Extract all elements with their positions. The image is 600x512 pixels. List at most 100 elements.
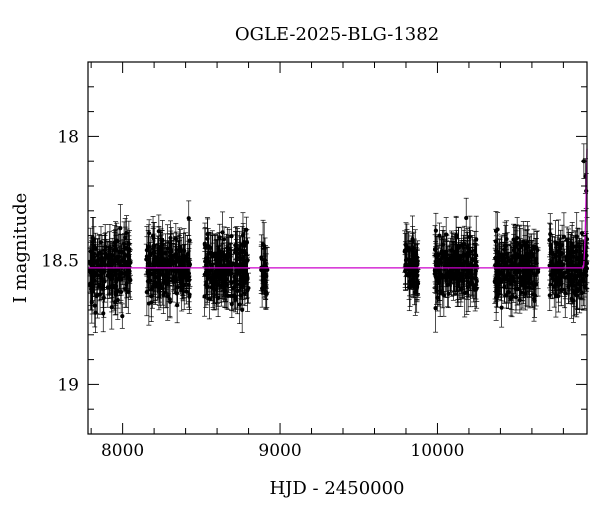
y-tick-label: 18.5: [41, 251, 79, 271]
data-point: [402, 244, 408, 285]
data-point: [547, 213, 553, 255]
data-point: [209, 263, 215, 301]
data-point: [113, 221, 119, 264]
data-point: [259, 269, 265, 308]
data-point: [511, 233, 517, 267]
model-curve: [88, 148, 588, 269]
x-tick-label: 10000: [410, 441, 464, 461]
data-point: [558, 262, 564, 306]
x-tick-label: 8000: [101, 441, 144, 461]
data-point: [111, 263, 117, 311]
data-point: [455, 244, 461, 281]
data-point: [172, 246, 178, 280]
data-point: [106, 231, 112, 267]
data-point: [155, 247, 161, 279]
data-point: [96, 234, 102, 272]
data-point: [87, 250, 93, 294]
data-point: [208, 233, 214, 272]
x-tick-label: 9000: [258, 441, 301, 461]
data-point: [152, 246, 158, 274]
data-point: [262, 253, 268, 297]
data-point: [159, 230, 165, 277]
data-point: [555, 259, 561, 303]
data-point: [518, 228, 524, 266]
data-point: [568, 239, 574, 273]
data-point: [165, 224, 171, 273]
data-point: [565, 263, 571, 292]
data-point: [245, 254, 251, 304]
data-point: [569, 245, 575, 288]
data-point: [93, 241, 99, 283]
data-point: [452, 244, 458, 280]
data-point: [232, 231, 238, 275]
data-point: [526, 259, 532, 289]
data-point: [495, 247, 501, 279]
data-point: [534, 230, 540, 270]
data-point: [513, 280, 519, 314]
chart-title: OGLE-2025-BLG-1382: [235, 24, 439, 45]
data-point: [234, 243, 240, 271]
data-point: [148, 283, 154, 322]
model-layer: [88, 148, 588, 269]
y-tick-label: 19: [57, 375, 79, 395]
data-point: [176, 233, 182, 283]
data-point: [499, 287, 505, 328]
data-point: [92, 292, 98, 334]
data-point: [525, 240, 531, 272]
data-point: [551, 266, 557, 308]
data-point: [216, 245, 222, 278]
data-point: [204, 254, 210, 303]
data-point: [510, 255, 516, 298]
data-point: [230, 264, 236, 312]
data-point: [144, 226, 150, 275]
data-point: [168, 243, 174, 276]
data-point: [436, 258, 442, 307]
data-point: [550, 257, 556, 283]
data-point: [433, 260, 439, 294]
data-point: [224, 253, 230, 295]
data-point: [116, 249, 122, 277]
data-point: [473, 230, 479, 280]
data-point: [222, 253, 228, 298]
data-point: [403, 243, 409, 277]
y-axis-label: I magnitude: [10, 193, 31, 304]
data-point: [433, 212, 439, 249]
data-point: [492, 240, 498, 277]
data-point: [577, 265, 583, 314]
data-point: [504, 254, 510, 304]
data-point: [446, 241, 452, 287]
y-tick-label: 18: [57, 127, 79, 147]
data-point: [458, 272, 464, 307]
data-point: [186, 200, 192, 236]
data-point: [495, 281, 501, 308]
data-point: [547, 279, 553, 311]
data-point: [122, 242, 128, 289]
data-point: [501, 244, 507, 280]
x-axis-label: HJD - 2450000: [269, 478, 404, 499]
data-point: [460, 242, 466, 286]
data-point: [261, 222, 267, 270]
data-point: [217, 249, 223, 297]
data-point: [463, 197, 469, 239]
data-point: [235, 228, 241, 270]
data-point: [555, 235, 561, 269]
data-point: [467, 215, 473, 258]
data-point: [237, 246, 243, 284]
data-point: [211, 269, 217, 311]
data-point: [522, 225, 528, 262]
data-point: [557, 234, 563, 262]
data-point: [232, 281, 238, 310]
data-point: [227, 242, 233, 271]
data-point: [463, 260, 469, 290]
data-point: [106, 261, 112, 288]
data-point: [411, 231, 417, 266]
data-point: [186, 262, 192, 308]
data-point: [412, 253, 418, 294]
observations-layer: [87, 143, 590, 334]
data-point: [167, 233, 173, 272]
data-point: [443, 257, 449, 298]
data-point: [407, 240, 413, 284]
data-point: [119, 303, 125, 329]
data-point: [107, 244, 113, 271]
